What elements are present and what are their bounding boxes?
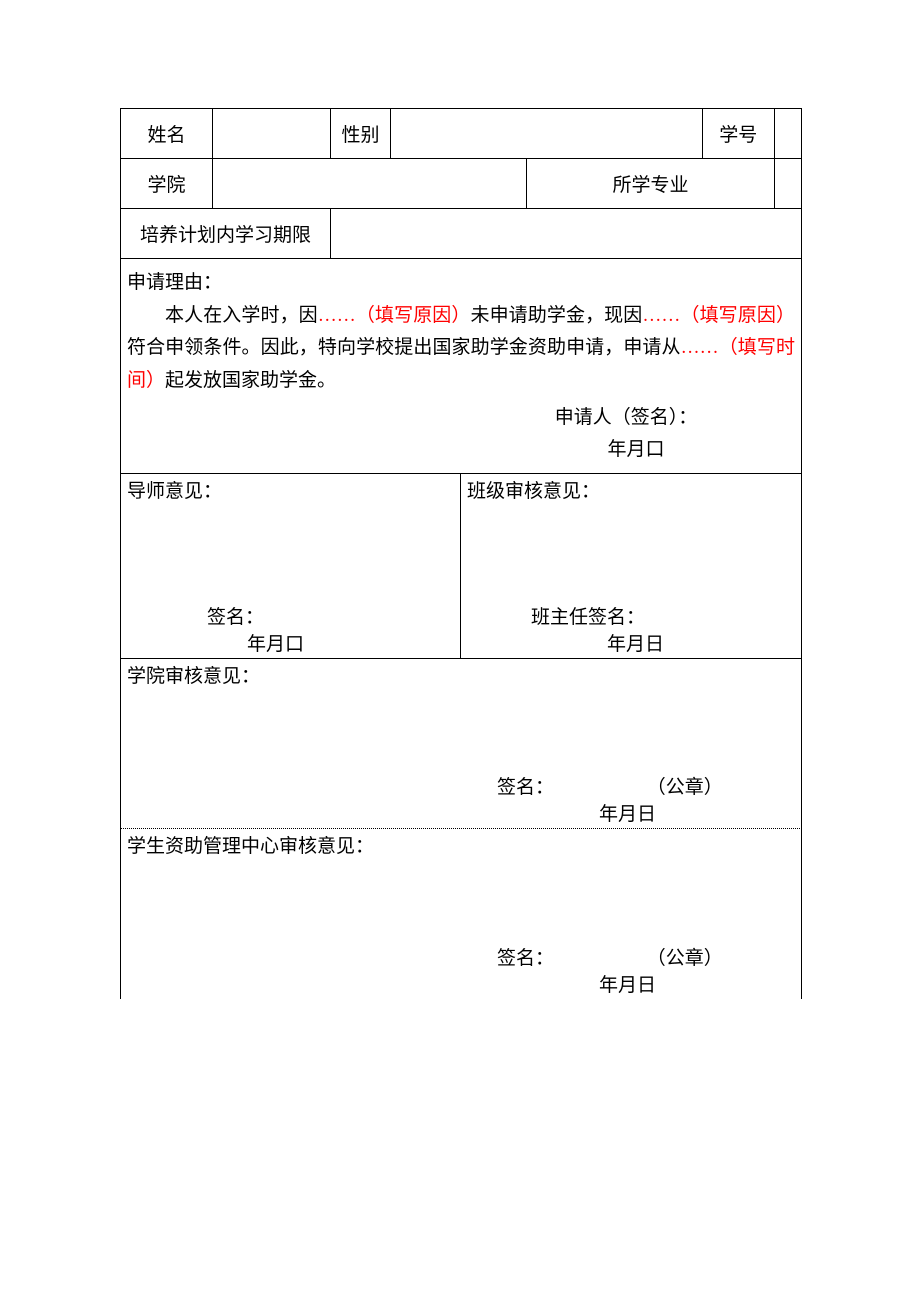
applicant-signature-label: 申请人（签名）： (127, 402, 795, 435)
id-label: 学号 (702, 109, 774, 159)
reason-title: 申请理由： (127, 267, 795, 300)
college-value[interactable] (213, 159, 527, 209)
advisor-class-row: 导师意见： 签名： 年月口 班级审核意见： 班主任签名： 年月日 (120, 474, 802, 659)
advisor-section: 导师意见： 签名： 年月口 (121, 474, 461, 658)
center-title: 学生资助管理中心审核意见： (127, 831, 795, 858)
college-date: 年月日 (127, 799, 795, 826)
center-signature-label: 签名： (497, 948, 554, 969)
header-row-2: 学院 所学专业 (121, 159, 802, 209)
college-seal: （公章） (647, 772, 723, 799)
applicant-date: 年月口 (127, 434, 795, 467)
advisor-signature-label: 签名： (127, 602, 454, 629)
advisor-date: 年月口 (127, 629, 454, 656)
reason-prefix: 本人在入学时，因 (165, 305, 318, 326)
application-form: 姓名 性别 学号 学院 所学专业 培养计划内学习期限 申请理由： 本人在入学时，… (120, 108, 802, 999)
name-value[interactable] (213, 109, 331, 159)
reason-mid-1: 未申请助学金，现因 (470, 305, 642, 326)
gender-label: 性别 (331, 109, 391, 159)
center-section: 学生资助管理中心审核意见： 签名： （公章） 年月日 (120, 829, 802, 999)
center-signature-line: 签名： （公章） (127, 943, 795, 970)
college-title: 学院审核意见： (127, 661, 795, 688)
reason-hint-2: ……（填写原因） (642, 305, 795, 326)
college-label: 学院 (121, 159, 213, 209)
id-value[interactable] (774, 109, 801, 159)
reason-hint-1: ……（填写原因） (318, 305, 471, 326)
college-section: 学院审核意见： 签名： （公章） 年月日 (120, 659, 802, 829)
center-seal: （公章） (647, 943, 723, 970)
gender-value[interactable] (391, 109, 703, 159)
class-signature-label: 班主任签名： (467, 602, 795, 629)
header-row-1: 姓名 性别 学号 (121, 109, 802, 159)
college-signature-line: 签名： （公章） (127, 772, 795, 799)
header-row-3: 培养计划内学习期限 (121, 209, 802, 259)
major-label: 所学专业 (527, 159, 775, 209)
period-value[interactable] (331, 209, 802, 259)
class-section: 班级审核意见： 班主任签名： 年月日 (461, 474, 801, 658)
advisor-title: 导师意见： (127, 476, 454, 503)
class-date: 年月日 (467, 629, 795, 656)
reason-suffix: 起发放国家助学金。 (165, 370, 336, 391)
period-label: 培养计划内学习期限 (121, 209, 331, 259)
class-title: 班级审核意见： (467, 476, 795, 503)
header-table: 姓名 性别 学号 学院 所学专业 培养计划内学习期限 (120, 108, 802, 259)
name-label: 姓名 (121, 109, 213, 159)
reason-body: 本人在入学时，因……（填写原因）未申请助学金，现因……（填写原因）符合申领条件。… (127, 300, 795, 398)
major-value[interactable] (774, 159, 801, 209)
reason-section: 申请理由： 本人在入学时，因……（填写原因）未申请助学金，现因……（填写原因）符… (120, 259, 802, 474)
reason-mid-2: 符合申领条件。因此，特向学校提出国家助学金资助申请，申请从 (127, 337, 681, 358)
center-date: 年月日 (127, 970, 795, 997)
college-signature-label: 签名： (497, 777, 554, 798)
